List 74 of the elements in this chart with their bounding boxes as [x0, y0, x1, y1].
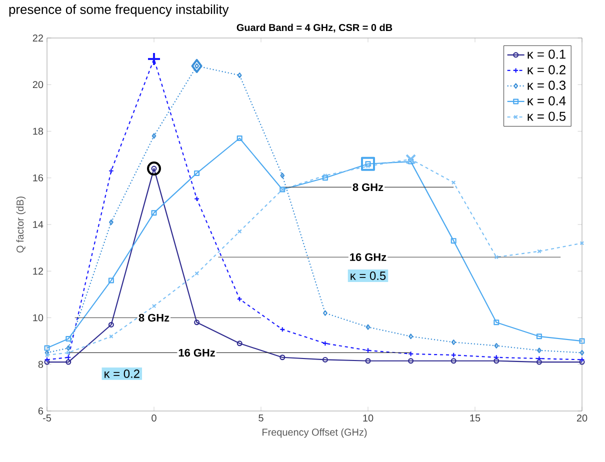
- annotation: κ = 0.5: [350, 272, 386, 280]
- point: [408, 358, 414, 364]
- y-axis-title: Q factor (dB): [16, 196, 26, 253]
- point: [44, 345, 50, 351]
- annotation: 8 GHz: [352, 183, 384, 192]
- x-tick-label: 10: [363, 414, 374, 422]
- point: [536, 334, 542, 340]
- point: [451, 339, 456, 345]
- point: [450, 238, 456, 244]
- point: [147, 52, 161, 66]
- annotation: 8 GHz: [138, 314, 170, 322]
- legend-label: κ = 0.5: [528, 112, 566, 121]
- y-tick-label: 22: [32, 34, 43, 42]
- point: [365, 358, 371, 364]
- y-tick-label: 8: [38, 360, 44, 368]
- point: [194, 320, 200, 326]
- chart-title: Guard Band = 4 GHz, CSR = 0 dB: [236, 24, 392, 33]
- point: [580, 350, 584, 356]
- point: [494, 358, 500, 364]
- point: [236, 135, 242, 141]
- point: [406, 154, 416, 164]
- point: [450, 358, 456, 364]
- point: [579, 338, 585, 344]
- point: [194, 271, 199, 276]
- y-tick-label: 12: [33, 268, 43, 275]
- point: [494, 255, 499, 260]
- y-tick-label: 18: [33, 128, 44, 135]
- point: [66, 345, 71, 351]
- point: [323, 173, 328, 178]
- point: [280, 354, 286, 360]
- legend-label: κ = 0.2: [528, 65, 566, 74]
- point: [408, 158, 414, 164]
- point: [408, 334, 414, 340]
- point: [322, 356, 328, 362]
- annotation: κ = 0.2: [104, 369, 140, 378]
- point: [152, 304, 156, 308]
- point: [108, 322, 114, 328]
- point: [322, 175, 328, 181]
- text: presence of some frequency instability: [9, 4, 229, 17]
- point: [108, 278, 114, 284]
- x-tick-label: 15: [470, 414, 480, 422]
- y-tick-label: 10: [33, 314, 44, 322]
- y-tick-label: 20: [32, 81, 44, 88]
- x-axis-title: Frequency Offset (GHz): [262, 428, 367, 438]
- point: [323, 310, 328, 316]
- point: [66, 359, 72, 365]
- point: [537, 348, 542, 354]
- x-tick-label: 20: [576, 414, 588, 422]
- point: [536, 359, 542, 365]
- x-tick-label: 0: [152, 414, 156, 422]
- point: [366, 324, 370, 330]
- legend-label: κ = 0.4: [528, 96, 566, 106]
- point: [237, 72, 242, 78]
- point: [44, 352, 50, 358]
- point: [236, 340, 242, 346]
- y-tick-label: 14: [33, 221, 44, 228]
- legend-label: κ = 0.3: [528, 80, 566, 90]
- annotation: 16 GHz: [350, 253, 386, 262]
- y-tick-label: 6: [38, 407, 44, 415]
- y-tick-label: 16: [33, 174, 44, 182]
- point: [494, 320, 500, 326]
- point: [194, 170, 200, 176]
- x-tick-label: -5: [43, 414, 52, 422]
- annotation: 16 GHz: [178, 348, 215, 357]
- point: [194, 63, 199, 69]
- point: [365, 161, 371, 167]
- point: [109, 219, 114, 225]
- legend-label: κ = 0.1: [528, 50, 566, 59]
- x-tick-label: 5: [258, 414, 264, 422]
- point: [494, 342, 499, 348]
- point: [66, 336, 72, 342]
- point: [152, 133, 156, 139]
- point: [280, 172, 285, 178]
- point: [151, 210, 157, 216]
